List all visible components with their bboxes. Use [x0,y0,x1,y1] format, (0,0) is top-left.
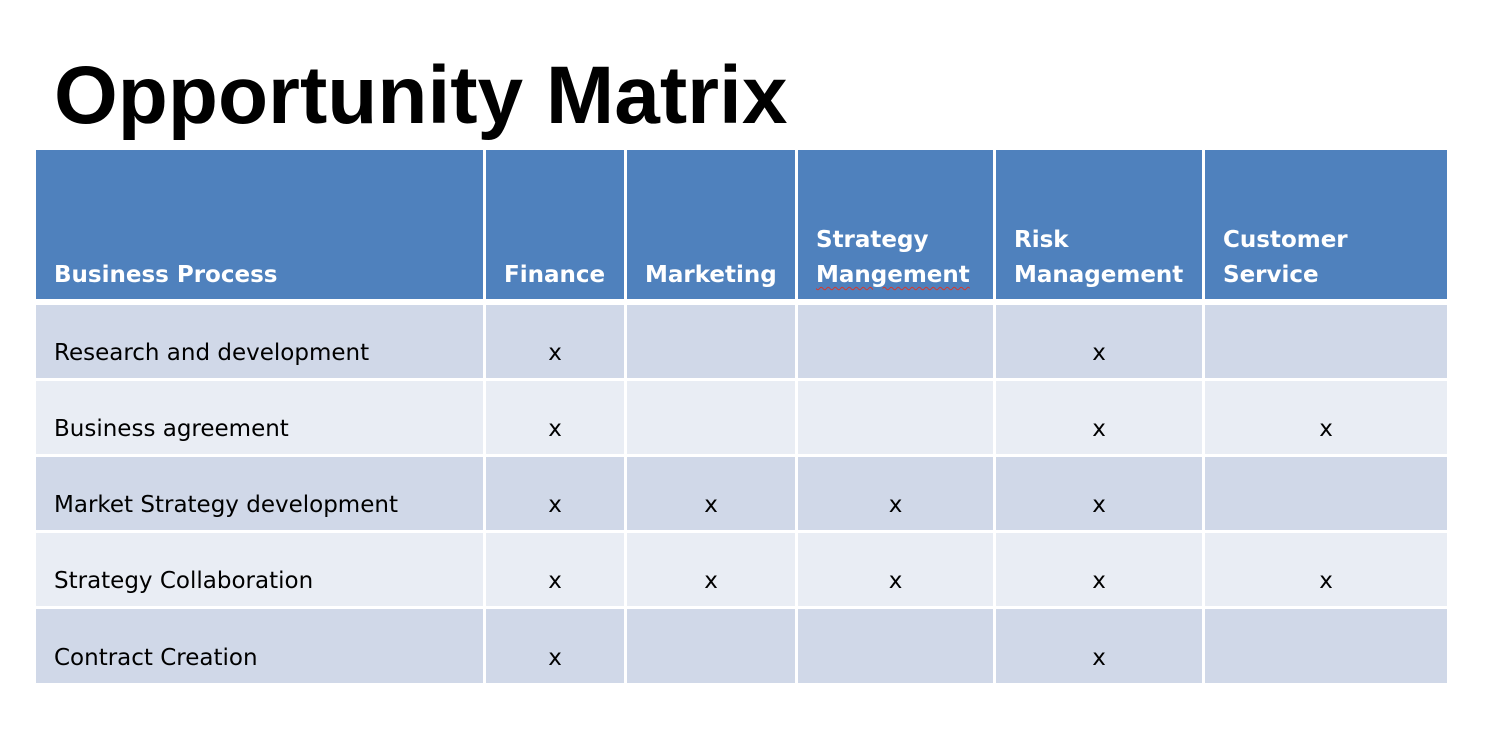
process-cell: Research and development [36,305,486,381]
header-marketing: Marketing [627,150,798,305]
risk-mark: x [996,457,1205,533]
marketing-mark [627,609,798,683]
table-row: Research and development x x [36,305,1447,381]
risk-mark: x [996,381,1205,457]
header-strategy-management: Strategy Mangement [798,150,996,305]
table-row: Market Strategy development x x x x [36,457,1447,533]
finance-mark: x [486,533,627,609]
header-strategy-line1: Strategy [816,227,929,253]
strategy-mark [798,381,996,457]
process-cell: Strategy Collaboration [36,533,486,609]
finance-mark: x [486,457,627,533]
strategy-mark: x [798,533,996,609]
risk-mark: x [996,305,1205,381]
strategy-mark [798,609,996,683]
customer-service-mark [1205,305,1447,381]
process-cell: Business agreement [36,381,486,457]
finance-mark: x [486,305,627,381]
header-row: Business Process Finance Marketing Strat… [36,150,1447,305]
risk-mark: x [996,533,1205,609]
table-row: Business agreement x x x [36,381,1447,457]
customer-service-mark [1205,457,1447,533]
page-title: Opportunity Matrix [54,50,788,141]
opportunity-matrix-table: Business Process Finance Marketing Strat… [36,150,1447,683]
header-strategy-line2: Mangement [816,262,970,288]
strategy-mark [798,305,996,381]
header-business-process: Business Process [36,150,486,305]
customer-service-mark: x [1205,381,1447,457]
customer-service-mark [1205,609,1447,683]
header-finance: Finance [486,150,627,305]
header-customer-line1: Customer [1223,227,1348,253]
table-header: Business Process Finance Marketing Strat… [36,150,1447,305]
header-customer-line2: Service [1223,262,1319,288]
table-row: Strategy Collaboration x x x x x [36,533,1447,609]
header-risk-management: Risk Management [996,150,1205,305]
process-cell: Contract Creation [36,609,486,683]
customer-service-mark: x [1205,533,1447,609]
strategy-mark: x [798,457,996,533]
marketing-mark: x [627,533,798,609]
marketing-mark [627,381,798,457]
header-risk-line2: Management [1014,262,1184,288]
table-row: Contract Creation x x [36,609,1447,683]
table-body: Research and development x x Business ag… [36,305,1447,683]
header-customer-service: Customer Service [1205,150,1447,305]
marketing-mark: x [627,457,798,533]
finance-mark: x [486,609,627,683]
process-cell: Market Strategy development [36,457,486,533]
risk-mark: x [996,609,1205,683]
header-risk-line1: Risk [1014,227,1069,253]
marketing-mark [627,305,798,381]
finance-mark: x [486,381,627,457]
